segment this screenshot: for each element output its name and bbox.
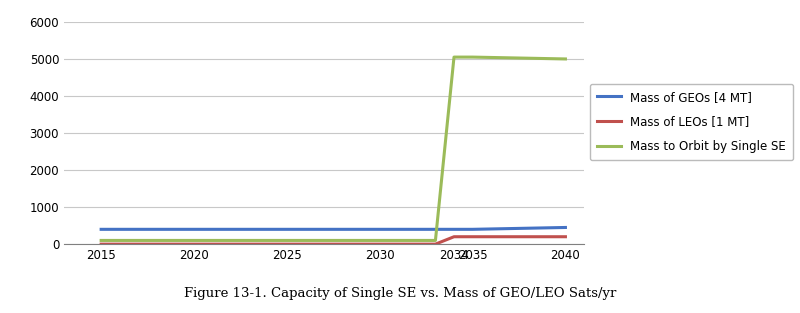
Mass of LEOs [1 MT] xyxy=(96,242,106,246)
Mass of GEOs [4 MT] xyxy=(468,228,478,231)
Mass to Orbit by Single SE xyxy=(189,239,198,242)
Mass of LEOs [1 MT] xyxy=(561,235,570,239)
Mass of LEOs [1 MT] xyxy=(450,235,459,239)
Mass to Orbit by Single SE xyxy=(468,55,478,59)
Mass of GEOs [4 MT] xyxy=(430,228,440,231)
Mass to Orbit by Single SE xyxy=(96,239,106,242)
Mass of GEOs [4 MT] xyxy=(450,228,459,231)
Line: Mass of LEOs [1 MT]: Mass of LEOs [1 MT] xyxy=(101,237,566,244)
Mass of LEOs [1 MT] xyxy=(375,242,385,246)
Mass of LEOs [1 MT] xyxy=(189,242,198,246)
Mass to Orbit by Single SE xyxy=(561,57,570,61)
Mass of LEOs [1 MT] xyxy=(430,242,440,246)
Mass of GEOs [4 MT] xyxy=(561,226,570,229)
Line: Mass to Orbit by Single SE: Mass to Orbit by Single SE xyxy=(101,57,566,240)
Mass of LEOs [1 MT] xyxy=(282,242,292,246)
Line: Mass of GEOs [4 MT]: Mass of GEOs [4 MT] xyxy=(101,228,566,229)
Mass to Orbit by Single SE xyxy=(430,239,440,242)
Mass to Orbit by Single SE xyxy=(282,239,292,242)
Mass to Orbit by Single SE xyxy=(375,239,385,242)
Legend: Mass of GEOs [4 MT], Mass of LEOs [1 MT], Mass to Orbit by Single SE: Mass of GEOs [4 MT], Mass of LEOs [1 MT]… xyxy=(590,84,793,160)
Mass of GEOs [4 MT] xyxy=(96,228,106,231)
Mass to Orbit by Single SE xyxy=(450,55,459,59)
Mass of GEOs [4 MT] xyxy=(282,228,292,231)
Text: Figure 13-1. Capacity of Single SE vs. Mass of GEO/LEO Sats/yr: Figure 13-1. Capacity of Single SE vs. M… xyxy=(184,287,616,300)
Mass of GEOs [4 MT] xyxy=(375,228,385,231)
Mass of GEOs [4 MT] xyxy=(189,228,198,231)
Mass of LEOs [1 MT] xyxy=(468,235,478,239)
